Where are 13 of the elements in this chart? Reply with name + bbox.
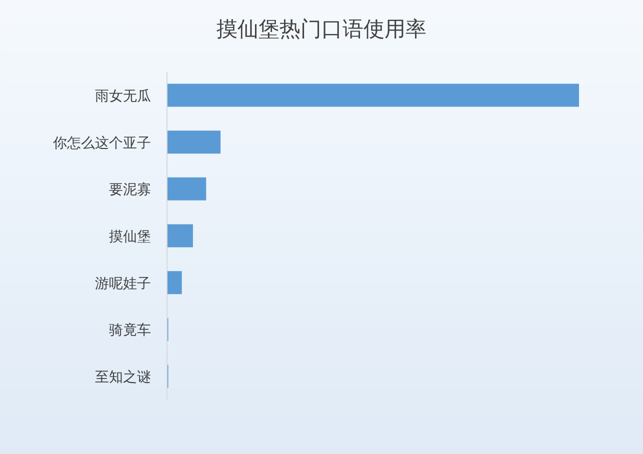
y-tick-label: 摸仙堡 [109,228,151,244]
y-tick-label: 要泥寡 [109,181,151,198]
bar [167,271,182,294]
y-tick-label: 你怎么这个亚子 [52,134,151,150]
bar [167,177,206,200]
y-tick-label: 游呢娃子 [95,274,151,291]
y-tick-label: 至知之谜 [95,368,151,385]
bar [167,84,579,107]
y-tick-label: 雨女无瓜 [95,87,151,104]
bar [167,130,221,154]
chart-title: 摸仙堡热门口语使用率 [216,17,428,43]
bar [167,224,193,248]
y-tick-label: 骑竟车 [109,322,151,338]
